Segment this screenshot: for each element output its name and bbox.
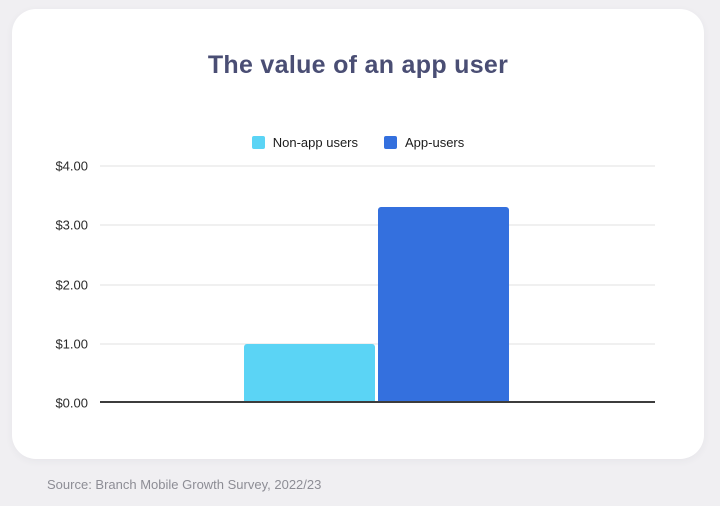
gridline bbox=[100, 343, 655, 345]
legend-label: App-users bbox=[405, 135, 465, 150]
legend: Non-app users App-users bbox=[12, 135, 704, 150]
source-caption: Source: Branch Mobile Growth Survey, 202… bbox=[47, 477, 322, 492]
y-tick-label: $2.00 bbox=[55, 277, 88, 292]
gridline bbox=[100, 284, 655, 285]
gridline bbox=[100, 165, 655, 167]
x-axis-baseline bbox=[100, 401, 655, 403]
legend-swatch-icon bbox=[251, 136, 265, 149]
legend-item-app-users: App-users bbox=[384, 135, 464, 150]
bar-non-app-users bbox=[244, 343, 375, 403]
legend-item-non-app-users: Non-app users bbox=[251, 135, 359, 150]
y-tick-label: $3.00 bbox=[55, 217, 88, 233]
gridline bbox=[100, 224, 655, 226]
chart-title: The value of an app user bbox=[207, 51, 509, 79]
legend-label: Non-app users bbox=[272, 135, 359, 150]
y-tick-label: $0.00 bbox=[55, 395, 88, 411]
y-tick-label: $4.00 bbox=[55, 158, 88, 174]
chart-card: The value of an app user Non-app users Ap… bbox=[12, 9, 704, 459]
y-tick-label: $1.00 bbox=[55, 336, 88, 352]
bar-app-users bbox=[378, 207, 509, 403]
plot-area: $0.00 $1.00 $2.00 $3.00 $4.00 bbox=[55, 160, 655, 410]
legend-swatch-icon bbox=[384, 136, 398, 149]
